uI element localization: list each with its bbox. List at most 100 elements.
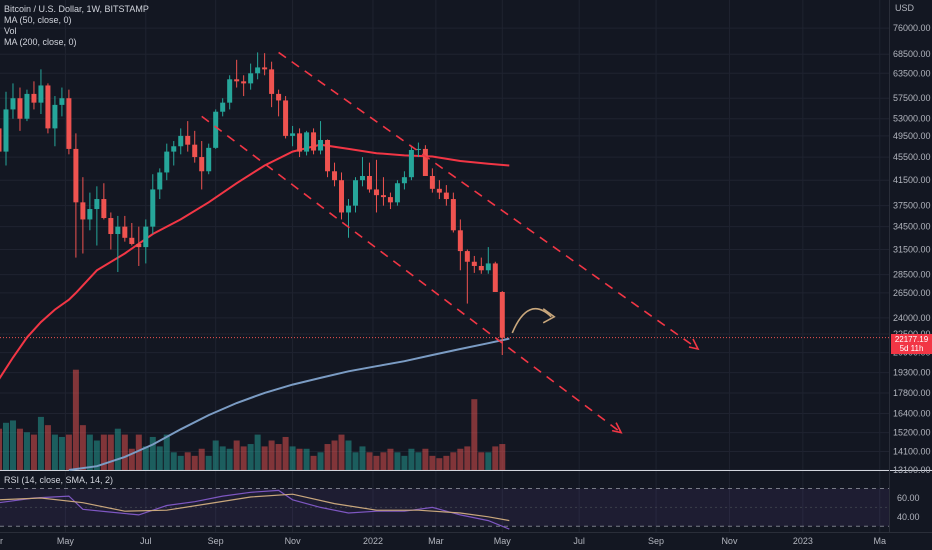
time-tick-label: Jul	[140, 536, 152, 546]
candle-body	[380, 195, 386, 198]
rsi-ma-line	[0, 493, 510, 522]
ma50-legend[interactable]: MA (50, close, 0)	[4, 15, 72, 25]
time-tick-label: ar	[0, 536, 3, 546]
volume-bar	[359, 446, 366, 470]
volume-bar	[149, 436, 156, 470]
volume-bar	[212, 440, 219, 470]
candle-body	[150, 189, 156, 227]
candle-body	[304, 132, 310, 152]
volume-bar	[345, 440, 352, 470]
time-tick-label: Sep	[208, 536, 224, 546]
rsi-tick-label: 40.00	[897, 512, 920, 522]
candle-body	[87, 209, 93, 220]
volume-bar	[443, 455, 450, 470]
volume-bar	[114, 428, 121, 470]
volume-bar	[436, 458, 443, 470]
volume-bar	[401, 455, 408, 470]
volume-bar	[233, 440, 240, 470]
volume-bar	[247, 444, 254, 470]
candle-body	[171, 146, 177, 152]
candle-countdown: 5d 11h	[899, 344, 924, 353]
ma200-legend[interactable]: MA (200, close, 0)	[4, 37, 77, 47]
volume-bar	[219, 446, 226, 470]
symbol-title[interactable]: Bitcoin / U.S. Dollar, 1W, BITSTAMP	[4, 4, 149, 14]
candle-body	[199, 157, 205, 172]
volume-bar	[23, 432, 30, 470]
time-tick-label: 2023	[793, 536, 813, 546]
candle-body	[339, 180, 345, 213]
volume-bar	[9, 420, 16, 470]
volume-bar	[16, 428, 23, 470]
volume-bar	[275, 444, 282, 470]
candle-body	[192, 144, 198, 158]
volume-bar	[58, 436, 65, 470]
last-price-value: 22177.19	[894, 335, 929, 344]
channel-lower-arrowhead	[611, 422, 623, 434]
price-tick-label: 24000.00	[893, 313, 931, 323]
candle-body	[220, 102, 226, 112]
volume-bar	[170, 452, 177, 470]
candle-body	[499, 291, 505, 338]
volume-bar	[366, 452, 373, 470]
candle-body	[422, 148, 428, 176]
channel-upper-line	[278, 51, 699, 350]
candle-body	[373, 189, 379, 196]
time-tick-label: Nov	[721, 536, 738, 546]
rsi-tick-label: 60.00	[897, 493, 920, 503]
volume-bar	[429, 455, 436, 470]
price-tick-label: 45500.00	[893, 152, 931, 162]
volume-bar	[478, 452, 485, 470]
candle-body	[325, 139, 331, 172]
candle-body	[366, 175, 372, 190]
candle-body	[94, 199, 100, 210]
volume-bar	[408, 448, 415, 470]
candle-body	[0, 128, 2, 152]
candle-body	[401, 177, 407, 184]
price-tick-label: 28500.00	[893, 270, 931, 280]
candle-body	[45, 85, 51, 129]
candle-body	[129, 237, 135, 244]
candle-body	[276, 93, 282, 101]
time-tick-label: Jul	[573, 536, 585, 546]
volume-bar	[198, 448, 205, 470]
volume-bar	[457, 448, 464, 470]
candle-body	[227, 79, 233, 103]
price-tick-label: 41500.00	[893, 175, 931, 185]
candle-body	[73, 148, 79, 203]
price-tick-label: 49500.00	[893, 131, 931, 141]
ma200-line	[68, 337, 510, 471]
candle-body	[443, 192, 449, 200]
volume-bar	[205, 455, 212, 470]
rsi-legend[interactable]: RSI (14, close, SMA, 14, 2)	[4, 475, 114, 485]
candle-body	[457, 230, 463, 252]
candle-body	[80, 202, 86, 220]
rsi-line	[0, 489, 510, 530]
volume-bar	[338, 434, 345, 470]
price-tick-label: 15200.00	[893, 428, 931, 438]
candle-body	[255, 67, 261, 74]
candle-body	[122, 226, 128, 238]
channel-upper-arrowhead	[688, 338, 700, 351]
price-tick-label: 34500.00	[893, 222, 931, 232]
candle-body	[157, 172, 163, 190]
candle-body	[408, 149, 414, 178]
candle-body	[415, 148, 421, 150]
candle-body	[241, 81, 247, 84]
candle-body	[31, 93, 37, 103]
candle-body	[436, 188, 442, 193]
volume-bar	[142, 446, 149, 470]
last-price-label: 22177.19 5d 11h	[891, 334, 932, 354]
time-tick-label: May	[494, 536, 512, 546]
volume-bar	[107, 434, 114, 470]
time-tick-label: Sep	[648, 536, 664, 546]
candle-body	[387, 197, 393, 203]
candle-body	[492, 263, 498, 292]
candle-body	[24, 93, 30, 119]
volume-legend[interactable]: Vol	[4, 26, 17, 36]
candle-body	[66, 98, 72, 149]
price-tick-label: 63500.00	[893, 68, 931, 78]
candle-body	[269, 69, 275, 94]
candle-body	[429, 175, 435, 189]
volume-bar	[380, 452, 387, 470]
